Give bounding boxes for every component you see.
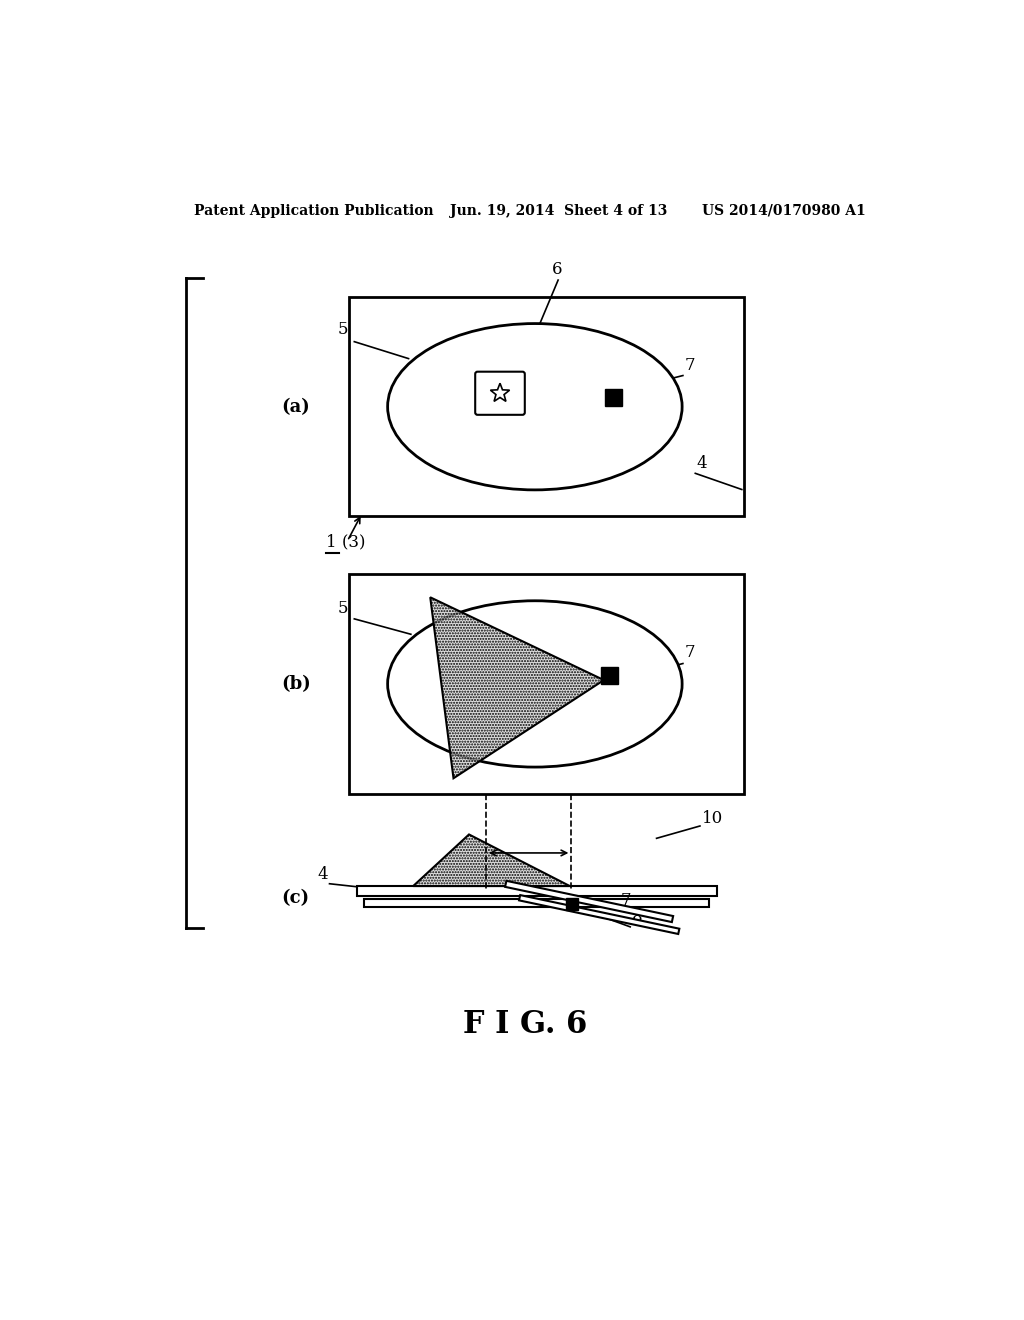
Text: (b): (b) [282, 675, 311, 693]
Text: 4: 4 [317, 866, 329, 883]
Text: 7: 7 [684, 644, 695, 661]
Text: (c): (c) [282, 888, 309, 907]
Polygon shape [414, 834, 569, 886]
Text: 1 (3): 1 (3) [326, 533, 366, 550]
Text: 6: 6 [552, 261, 562, 279]
Text: 5: 5 [337, 599, 348, 616]
Text: (a): (a) [282, 397, 310, 416]
Polygon shape [519, 895, 679, 935]
Text: Patent Application Publication: Patent Application Publication [194, 203, 433, 218]
Bar [365, 899, 710, 907]
Bar [604, 388, 622, 405]
Ellipse shape [388, 601, 682, 767]
Polygon shape [505, 880, 673, 923]
Bar [349, 297, 744, 516]
Bar [349, 574, 744, 793]
Text: Jun. 19, 2014  Sheet 4 of 13: Jun. 19, 2014 Sheet 4 of 13 [450, 203, 667, 218]
Text: F I G. 6: F I G. 6 [463, 1010, 587, 1040]
Text: 4: 4 [697, 455, 708, 473]
Text: 10: 10 [701, 810, 723, 826]
Text: 7: 7 [684, 358, 695, 374]
Ellipse shape [388, 323, 682, 490]
Text: US 2014/0170980 A1: US 2014/0170980 A1 [701, 203, 865, 218]
Bar [566, 898, 579, 909]
Polygon shape [490, 383, 510, 401]
Polygon shape [430, 598, 604, 779]
Bar [356, 886, 717, 896]
FancyBboxPatch shape [475, 372, 524, 414]
Text: 5: 5 [337, 321, 348, 338]
Text: 7: 7 [621, 892, 631, 909]
Text: 8: 8 [632, 909, 642, 927]
Bar [601, 668, 617, 684]
